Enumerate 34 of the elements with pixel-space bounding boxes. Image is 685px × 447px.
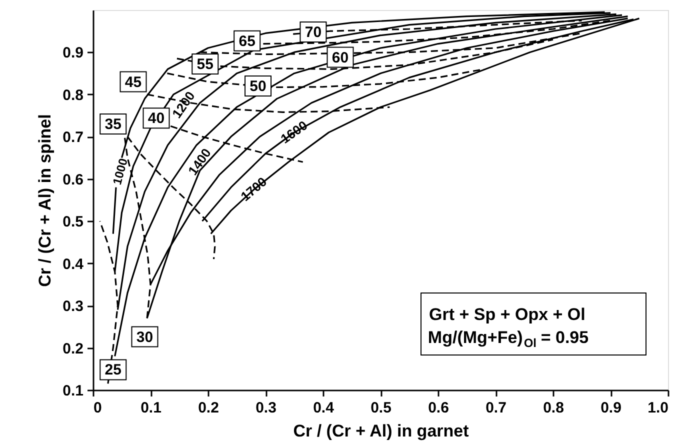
y-tick-label: 0.1 (62, 382, 84, 400)
annotation: 45 (124, 74, 142, 91)
x-tick-label: 0.4 (313, 400, 335, 416)
x-tick-label: 0.6 (428, 400, 449, 416)
x-tick-label: 0.2 (198, 400, 219, 416)
annotation: 35 (104, 116, 122, 133)
y-tick-label: 0.9 (62, 44, 84, 62)
annotation: Grt + Sp + Opx + Ol (429, 305, 586, 324)
x-tick-label: 0 (94, 400, 102, 416)
x-axis-title: Cr / (Cr + Al) in garnet (293, 422, 470, 440)
y-tick-label: 0.2 (62, 340, 84, 358)
annotation: 60 (332, 49, 349, 66)
y-tick-label: 0.7 (62, 129, 84, 146)
x-tick-label: 0.9 (600, 400, 622, 416)
annotation: 65 (238, 32, 256, 50)
x-tick-label: 1.0 (648, 400, 668, 416)
y-axis-title: Cr / (Cr + Al) in spinel (36, 114, 55, 287)
x-tick-label: 0.1 (140, 400, 162, 416)
annotation: 40 (148, 110, 165, 128)
annotation: 30 (136, 328, 154, 346)
annotation: 70 (304, 24, 322, 41)
y-tick-label: 0.3 (62, 298, 84, 316)
x-tick-label: 0.8 (543, 400, 564, 416)
y-tick-label: 0.4 (62, 256, 84, 273)
annotation: 50 (250, 78, 266, 95)
annotation: 1000 (110, 156, 131, 186)
x-tick-label: 0.3 (256, 400, 276, 416)
annotation: 55 (196, 56, 214, 74)
y-tick-label: 0.6 (62, 171, 84, 188)
y-tick-label: 0.5 (62, 214, 84, 231)
y-tick-label: 0.8 (62, 86, 84, 104)
annotation: 25 (104, 362, 122, 379)
x-tick-label: 0.5 (370, 400, 392, 416)
x-tick-label: 0.7 (486, 400, 506, 416)
